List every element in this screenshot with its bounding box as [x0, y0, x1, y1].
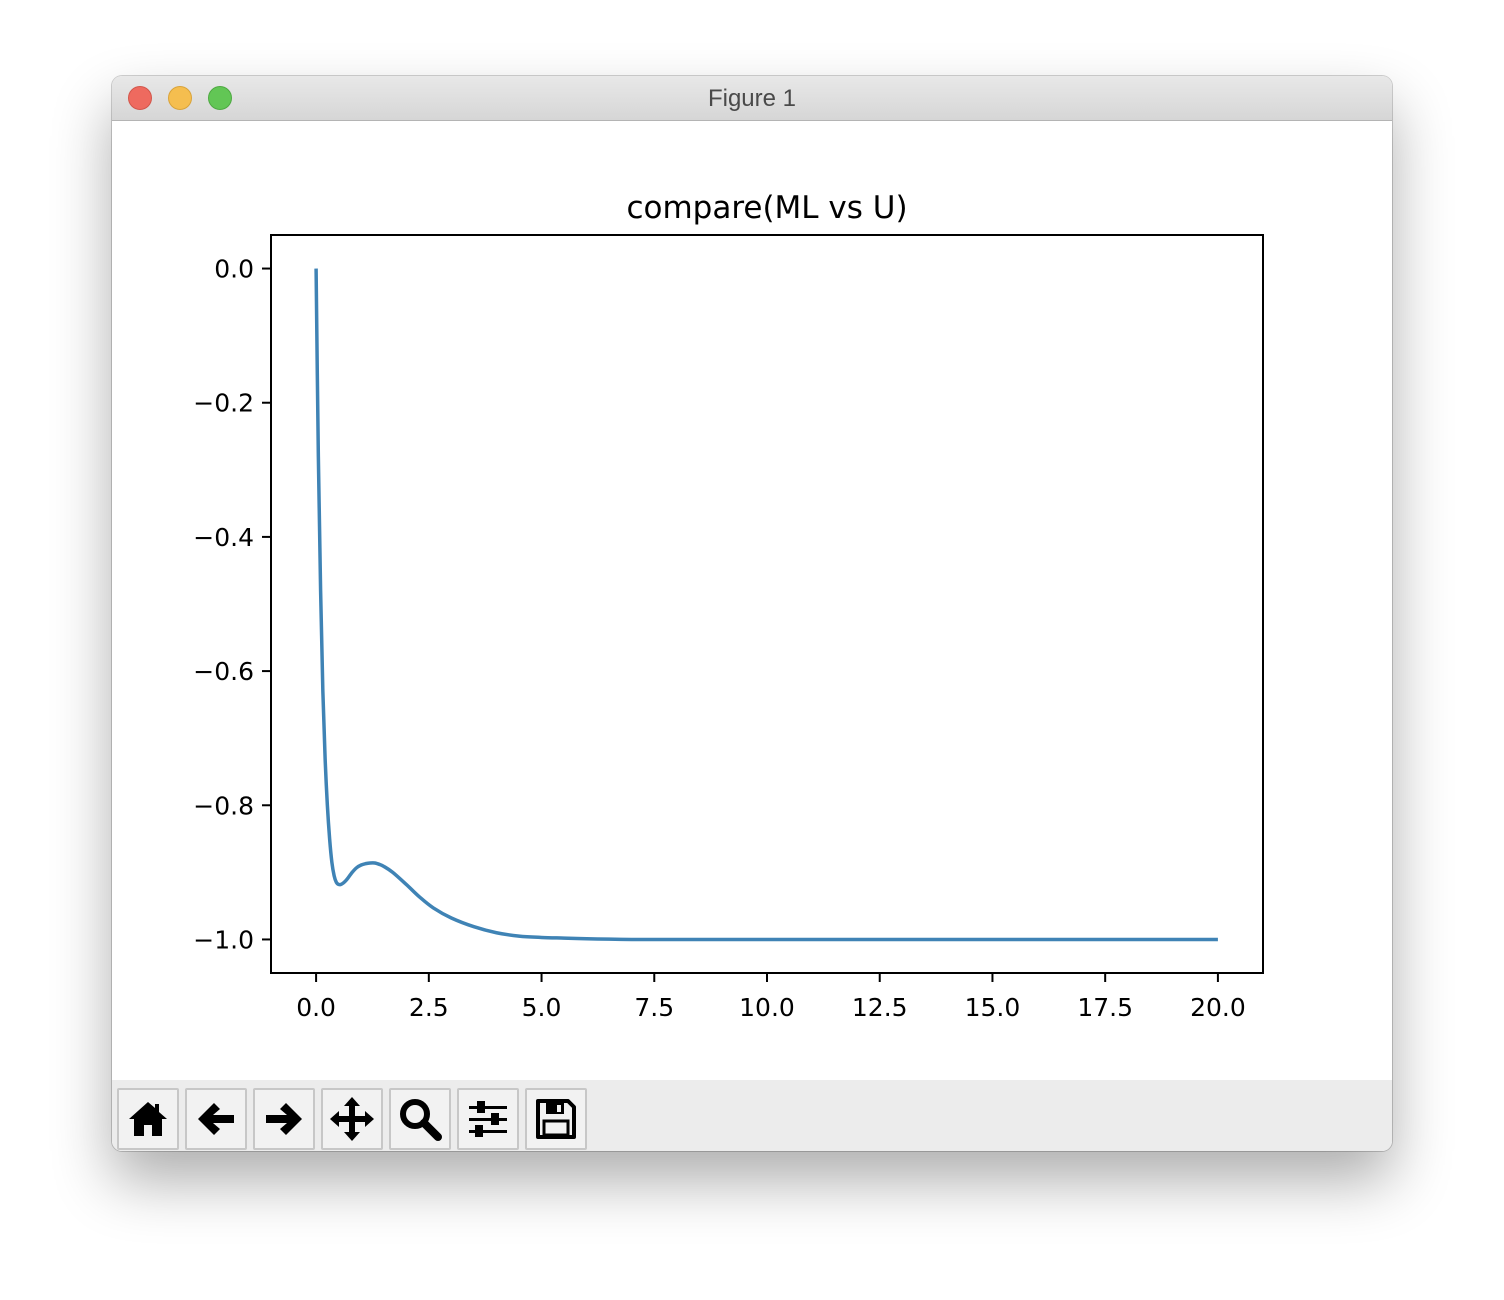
zoom-magnifier-icon: [400, 1099, 442, 1141]
window-titlebar[interactable]: Figure 1: [112, 76, 1392, 121]
configure-subplots-button[interactable]: [457, 1088, 519, 1150]
navigation-toolbar: [112, 1080, 1392, 1151]
save-figure-button[interactable]: [525, 1088, 587, 1150]
line-chart: compare(ML vs U) 0.0 2.5 5.0 7.5 10.0 12.5 15.…: [193, 190, 1264, 1022]
home-icon: [129, 1102, 167, 1136]
x-tick-label: 5.0: [522, 993, 562, 1022]
x-tick-label: 12.5: [852, 993, 908, 1022]
back-arrow-icon: [198, 1103, 234, 1135]
axes-frame: [270, 234, 1264, 974]
x-tick-label: 17.5: [1077, 993, 1133, 1022]
chart-title: compare(ML vs U): [626, 190, 907, 226]
y-tick-label: −0.6: [193, 657, 254, 686]
back-button[interactable]: [185, 1088, 247, 1150]
save-floppy-icon: [536, 1099, 576, 1139]
x-tick-label: 20.0: [1190, 993, 1246, 1022]
subplots-sliders-icon: [469, 1101, 507, 1137]
minimize-window-button[interactable]: [168, 86, 192, 110]
y-tick-label: −0.8: [193, 791, 254, 820]
y-tick-label: −0.4: [193, 523, 254, 552]
x-tick-label: 2.5: [409, 993, 449, 1022]
y-tick-label: 0.0: [214, 255, 254, 284]
x-tick-label: 15.0: [965, 993, 1021, 1022]
x-tick-label: 0.0: [296, 993, 336, 1022]
y-tick-label: −1.0: [193, 925, 254, 954]
forward-arrow-icon: [266, 1103, 302, 1135]
close-window-button[interactable]: [128, 86, 152, 110]
series-line: [314, 268, 1218, 942]
forward-button[interactable]: [253, 1088, 315, 1150]
x-tick-label: 7.5: [634, 993, 674, 1022]
window-title: Figure 1: [707, 85, 797, 112]
y-tick-label: −0.2: [193, 389, 254, 418]
x-tick-label: 10.0: [739, 993, 795, 1022]
home-button[interactable]: [117, 1088, 179, 1150]
maximize-window-button[interactable]: [208, 86, 232, 110]
zoom-button[interactable]: [389, 1088, 451, 1150]
pan-button[interactable]: [321, 1088, 383, 1150]
pan-move-icon: [330, 1097, 374, 1141]
figure-window: Figure 1 compare(ML vs U) 0.0 2.5 5.0 7.5 10…: [112, 76, 1392, 1151]
plot-canvas[interactable]: compare(ML vs U) 0.0 2.5 5.0 7.5 10.0 12.5 15.…: [112, 121, 1392, 1081]
